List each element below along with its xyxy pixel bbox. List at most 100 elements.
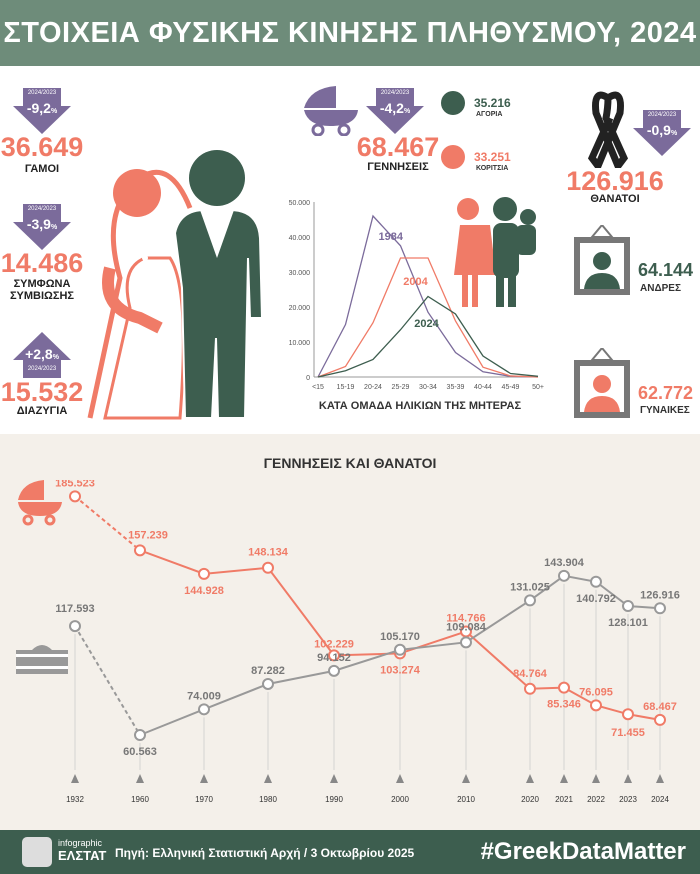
- men-label: ΑΝΔΡΕΣ: [640, 283, 681, 294]
- year-marker-icon: [592, 774, 600, 783]
- data-point: [622, 708, 634, 721]
- data-label: 74.009: [187, 690, 221, 702]
- data-point: [134, 544, 146, 557]
- year-marker-icon: [656, 774, 664, 783]
- deaths-label: ΘΑΝΑΤΟΙ: [590, 193, 640, 205]
- y-tick-label: 40.000: [289, 235, 311, 242]
- arrow-down-icon: 2024/2023 -4,2%: [366, 88, 424, 134]
- data-point: [622, 600, 634, 613]
- data-point: [460, 636, 472, 649]
- logo-small-text: infographic: [58, 838, 103, 848]
- year-label: 2022: [587, 795, 605, 804]
- x-tick-label: 45-49: [502, 384, 520, 391]
- data-label: 102.229: [314, 638, 354, 650]
- boys-label: ΑΓΟΡΙΑ: [476, 111, 503, 118]
- year-label: 2020: [521, 795, 539, 804]
- data-label: 148.134: [248, 547, 289, 559]
- data-point: [262, 677, 274, 690]
- data-point: [590, 699, 602, 712]
- parents-with-children-icon: [454, 197, 536, 307]
- women-label: ΓΥΝΑΙΚΕΣ: [640, 405, 690, 416]
- year-marker-icon: [330, 774, 338, 783]
- data-label: 71.455: [611, 727, 645, 739]
- year-marker-icon: [264, 774, 272, 783]
- men-value: 64.144: [638, 260, 694, 280]
- year-label: 2000: [391, 795, 409, 804]
- data-label: 94.152: [317, 652, 351, 664]
- arrow-up-icon: +2,8% 2024/2023: [13, 332, 71, 378]
- series-label: 2004: [403, 276, 428, 288]
- year-label: 1960: [131, 795, 149, 804]
- data-label: 109.084: [446, 621, 487, 633]
- year-marker-icon: [624, 774, 632, 783]
- year-label: 1970: [195, 795, 213, 804]
- year-marker-icon: [462, 774, 470, 783]
- data-point: [69, 490, 81, 503]
- marriages-value: 36.649: [0, 132, 84, 162]
- divorces-change: +2,8: [25, 346, 53, 362]
- boys-value: 35.216: [474, 96, 511, 110]
- year-label: 2010: [457, 795, 475, 804]
- cohabitation-change: -3,9: [26, 216, 51, 232]
- data-point: [524, 594, 536, 607]
- wedding-couple-icon: [87, 150, 264, 420]
- data-label: 185.523: [55, 480, 95, 489]
- arrow-down-icon: 2024/2023 -0,9%: [633, 110, 691, 156]
- arrow-down-icon: 2024/2023 -9,2%: [13, 88, 71, 134]
- year-label: 1990: [325, 795, 343, 804]
- compare-label: 2024/2023: [380, 90, 410, 96]
- year-label: 2023: [619, 795, 637, 804]
- data-label: 128.101: [608, 617, 648, 629]
- dashed-segment: [74, 625, 141, 736]
- unit: %: [50, 108, 58, 115]
- data-point: [69, 620, 81, 633]
- x-tick-label: 50+: [532, 384, 544, 391]
- compare-label: 2024/2023: [27, 206, 57, 212]
- logo-big-text: ΕΛΣΤΑΤ: [58, 848, 107, 863]
- x-tick-label: 20-24: [364, 384, 382, 391]
- data-point: [558, 681, 570, 694]
- year-label: 2021: [555, 795, 573, 804]
- elstat-logo-icon: [22, 837, 52, 867]
- births-label: ΓΕΝΝΗΣΕΙΣ: [367, 161, 429, 173]
- data-point: [134, 729, 146, 741]
- births-value: 68.467: [356, 132, 440, 162]
- y-tick-label: 50.000: [289, 200, 311, 207]
- data-point: [590, 575, 602, 588]
- data-point: [654, 713, 666, 726]
- girls-value: 33.251: [474, 150, 511, 164]
- cohabitation-label2: ΣΥΜΒΙΩΣΗΣ: [9, 290, 75, 302]
- woman-portrait-icon: [574, 348, 630, 418]
- year-label: 1980: [259, 795, 277, 804]
- black-ribbon-icon: [588, 91, 628, 168]
- marriages-label: ΓΑΜΟΙ: [24, 163, 60, 175]
- data-label: 143.904: [544, 557, 585, 569]
- data-point: [328, 649, 340, 662]
- data-point: [198, 567, 210, 580]
- births-by-mother-age-chart: 0 10.000 20.000 30.000 40.000 50.000 <15 15-19 2…: [289, 200, 544, 391]
- births-deaths-trend-chart: 1932 1960 1970 1980 1990 2000 2010 2020 2021 2022…: [55, 480, 680, 804]
- page-title: ΣΤΟΙΧΕΙΑ ΦΥΣΙΚΗΣ ΚΙΝΗΣΗΣ ΠΛΗΘΥΣΜΟΥ, 2024: [0, 0, 700, 66]
- x-tick-label: 25-29: [392, 384, 410, 391]
- stroller-icon: [18, 480, 62, 526]
- divorces-label: ΔΙΑΖΥΓΙΑ: [16, 405, 68, 417]
- year-label: 1932: [66, 795, 84, 804]
- divorces-value: 15.532: [0, 377, 84, 407]
- hashtag: #GreekDataMatter: [480, 838, 686, 865]
- y-tick-label: 20.000: [289, 305, 311, 312]
- source-text: Πηγή: Ελληνική Στατιστική Αρχή / 3 Οκτωβ…: [115, 846, 415, 860]
- cohabitation-value: 14.486: [0, 248, 84, 278]
- data-label: 60.563: [123, 746, 157, 758]
- age-chart-xlabel: ΚΑΤΑ ΟΜΑΔΑ ΗΛΙΚΙΩΝ ΤΗΣ ΜΗΤΕΡΑΣ: [318, 400, 522, 412]
- data-label: 87.282: [251, 665, 285, 677]
- year-label: 2024: [651, 795, 669, 804]
- births-deaths-section: [0, 434, 700, 830]
- births-change: -4,2: [379, 100, 404, 116]
- data-point: [558, 569, 570, 582]
- unit: %: [52, 354, 59, 361]
- unit: %: [50, 224, 58, 231]
- x-tick-label: <15: [312, 384, 324, 391]
- data-label: 68.467: [643, 701, 677, 713]
- data-point: [654, 602, 666, 615]
- data-point: [394, 643, 406, 656]
